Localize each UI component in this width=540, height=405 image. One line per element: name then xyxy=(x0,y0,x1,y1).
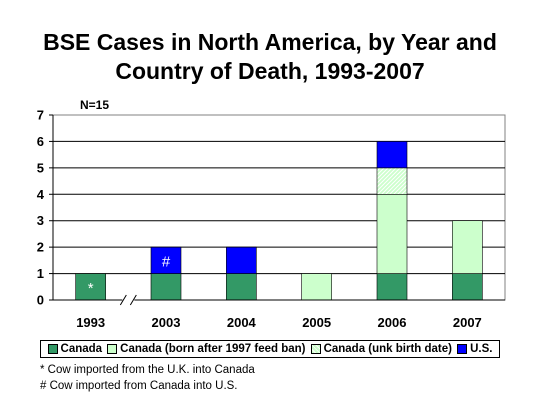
bar-segment xyxy=(301,273,332,301)
bar-segment xyxy=(226,246,257,274)
legend-label: Canada xyxy=(60,343,103,355)
legend-label: U.S. xyxy=(470,343,493,355)
y-tick-label: 5 xyxy=(37,160,44,175)
y-tick-label: 6 xyxy=(37,134,44,149)
legend-item: Canada xyxy=(47,343,103,355)
bar-segment xyxy=(452,273,483,301)
plot-area xyxy=(52,114,506,301)
y-tick-label: 7 xyxy=(37,108,44,123)
legend-item: U.S. xyxy=(457,343,492,355)
bar-segment xyxy=(376,273,408,301)
gridlines xyxy=(53,140,505,275)
x-tick-label: 2007 xyxy=(453,315,482,330)
legend-swatch xyxy=(457,344,468,354)
footnote-2: # Cow imported from Canada into U.S. xyxy=(40,380,238,392)
chart-title-line-1: BSE Cases in North America, by Year and xyxy=(43,29,497,55)
legend-item: Canada (born after 1997 feed ban) xyxy=(107,343,305,355)
legend-swatch xyxy=(107,344,118,354)
bar-symbol: * xyxy=(88,280,94,297)
y-tick-label: 2 xyxy=(37,240,44,255)
sample-size-annotation: N=15 xyxy=(80,98,109,112)
legend-label: Canada (unk birth date) xyxy=(323,343,452,355)
x-tick-label: 2005 xyxy=(302,315,331,330)
bar-segment xyxy=(150,246,182,274)
y-tick-label: 3 xyxy=(37,213,44,228)
chart-title: BSE Cases in North America, by Year and … xyxy=(0,28,540,86)
bar-segment xyxy=(75,273,106,301)
bars: *# xyxy=(75,141,483,301)
y-tick-label: 0 xyxy=(37,293,44,308)
legend-swatch xyxy=(310,344,321,354)
x-tick-label: 2004 xyxy=(227,315,257,330)
axis-break-slash xyxy=(119,294,127,306)
axes: 0 1 2 3 4 5 6 7 1993 2003 2004 2005 2006 2007 xyxy=(37,108,505,330)
legend: Canada Canada (born after 1997 feed ban) C… xyxy=(40,340,500,358)
y-tick-label: 4 xyxy=(37,187,45,202)
bar-segment xyxy=(452,220,483,274)
bar-segment xyxy=(150,273,182,301)
bar-segment xyxy=(376,141,408,169)
axis-break-slash xyxy=(129,294,137,306)
bar-segment xyxy=(376,167,408,195)
footnote-1: * Cow imported from the U.K. into Canada xyxy=(40,364,255,376)
bar-segment xyxy=(376,193,408,274)
x-tick-label: 1993 xyxy=(76,315,105,330)
chart-title-line-2: Country of Death, 1993-2007 xyxy=(115,58,425,84)
x-tick-label: 2003 xyxy=(152,315,181,330)
legend-swatch xyxy=(47,344,58,354)
bar-segment xyxy=(226,273,257,301)
legend-label: Canada (born after 1997 feed ban) xyxy=(120,343,306,355)
legend-item: Canada (unk birth date) xyxy=(310,343,452,355)
y-tick-label: 1 xyxy=(37,266,44,281)
bar-symbol: # xyxy=(162,253,171,270)
axis-break-gap xyxy=(122,295,135,305)
x-tick-label: 2006 xyxy=(378,315,407,330)
